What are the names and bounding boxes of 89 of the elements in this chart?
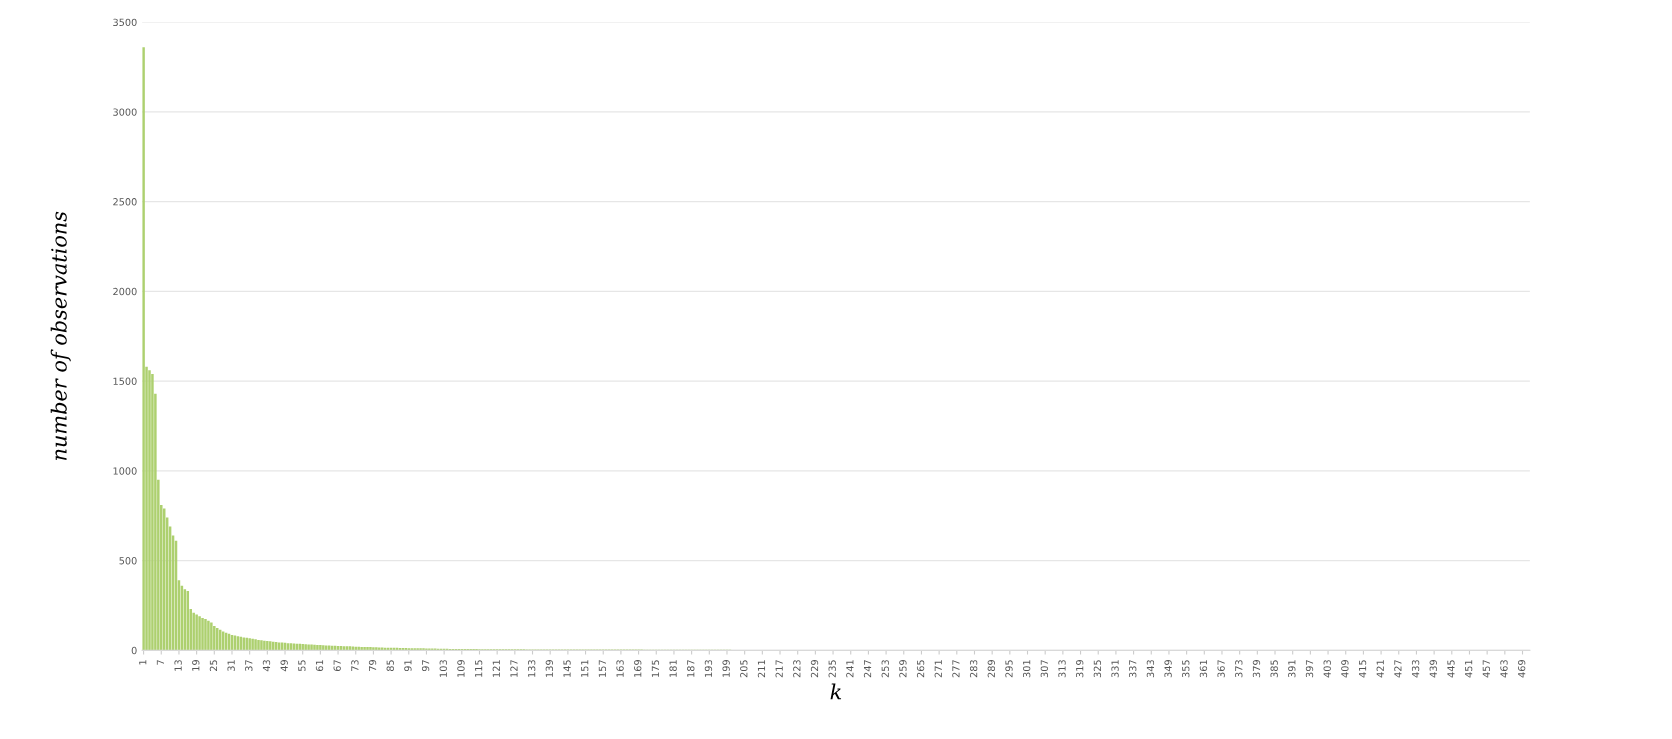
x-tick-label: 181 <box>669 660 677 677</box>
x-tick-label: 211 <box>757 660 766 678</box>
x-tick-label: 445 <box>1447 660 1455 678</box>
x-tick-label: 43 <box>262 660 271 672</box>
x-tick-label: 229 <box>810 660 819 678</box>
x-tick-label: 115 <box>475 660 483 677</box>
x-tick-label: 79 <box>368 660 377 671</box>
x-tick-label: 451 <box>1465 660 1473 678</box>
x-tick-label: 409 <box>1341 660 1349 678</box>
x-tick-label: 1 <box>139 660 147 665</box>
x-tick-label: 427 <box>1394 660 1402 678</box>
x-tick-label: 205 <box>740 660 748 678</box>
x-tick-label: 241 <box>846 660 854 678</box>
x-tick-label: 55 <box>298 660 306 671</box>
x-tick-label: 7 <box>156 660 164 665</box>
x-tick-label: 283 <box>969 660 978 678</box>
x-tick-label: 73 <box>351 660 359 671</box>
x-tick-label: 415 <box>1359 660 1367 678</box>
x-tick-label: 121 <box>492 660 500 677</box>
x-tick-label: 349 <box>1164 660 1172 678</box>
y-axis-title: number of observations <box>50 211 71 460</box>
y-tick-label: 500 <box>119 557 137 565</box>
x-tick-label: 13 <box>174 660 182 671</box>
y-tick-label: 2000 <box>113 287 137 296</box>
x-tick-label: 31 <box>227 660 235 671</box>
x-tick-label: 223 <box>793 660 801 678</box>
x-tick-label: 67 <box>333 660 341 672</box>
y-tick-label: 3000 <box>113 108 137 116</box>
x-tick-label: 259 <box>899 660 907 678</box>
x-axis-title: k <box>830 683 842 700</box>
y-tick-label: 0 <box>131 646 137 655</box>
x-tick-label: 217 <box>775 660 783 678</box>
x-tick-label: 127 <box>510 660 518 677</box>
x-tick-label: 319 <box>1076 660 1084 678</box>
x-tick-label: 457 <box>1482 660 1490 678</box>
y-tick-label: 2500 <box>113 198 137 206</box>
x-tick-label: 199 <box>722 660 730 677</box>
y-tick-label: 1500 <box>113 377 137 385</box>
x-tick-label: 247 <box>863 660 872 678</box>
x-tick-label: 307 <box>1040 660 1049 678</box>
x-tick-label: 25 <box>209 660 218 672</box>
x-tick-label: 463 <box>1500 660 1508 678</box>
x-tick-label: 139 <box>545 660 554 677</box>
x-tick-label: 295 <box>1005 660 1013 678</box>
x-tick-label: 49 <box>280 660 288 672</box>
x-tick-label: 175 <box>651 660 660 677</box>
x-tick-label: 187 <box>687 660 695 677</box>
x-tick-label: 37 <box>245 660 253 671</box>
x-tick-label: 355 <box>1182 660 1190 678</box>
x-tick-label: 193 <box>704 660 713 677</box>
x-tick-label: 361 <box>1199 660 1208 678</box>
x-tick-label: 385 <box>1270 660 1278 678</box>
x-tick-label: 157 <box>598 660 607 677</box>
x-tick-label: 433 <box>1411 660 1420 678</box>
x-tick-label: 85 <box>386 660 394 672</box>
x-tick-label: 133 <box>527 660 536 677</box>
x-tick-label: 145 <box>563 660 571 677</box>
x-tick-label: 235 <box>828 660 836 678</box>
x-tick-label: 253 <box>881 660 889 678</box>
x-tick-label: 367 <box>1217 660 1225 678</box>
x-tick-label: 265 <box>916 660 925 678</box>
x-tick-label: 109 <box>457 660 465 677</box>
x-tick-label: 397 <box>1305 660 1314 678</box>
x-tick-label: 373 <box>1235 660 1243 678</box>
y-tick-label: 3500 <box>113 18 137 26</box>
x-tick-label: 151 <box>581 660 589 677</box>
x-tick-label: 169 <box>634 660 642 677</box>
x-tick-label: 343 <box>1146 660 1155 678</box>
x-tick-label: 313 <box>1058 660 1066 678</box>
x-tick-label: 19 <box>192 660 200 671</box>
x-tick-label: 97 <box>421 660 430 672</box>
x-tick-label: 271 <box>934 660 942 678</box>
x-tick-label: 391 <box>1288 660 1296 678</box>
y-tick-label: 1000 <box>113 467 137 475</box>
x-tick-label: 469 <box>1517 660 1526 678</box>
x-tick-label: 379 <box>1252 660 1261 678</box>
x-tick-label: 331 <box>1111 660 1119 678</box>
x-tick-label: 277 <box>952 660 960 678</box>
x-tick-label: 289 <box>987 660 995 678</box>
x-tick-label: 163 <box>616 660 624 677</box>
x-tick-label: 61 <box>315 660 324 672</box>
x-tick-label: 337 <box>1129 660 1137 678</box>
x-tick-label: 439 <box>1429 660 1437 678</box>
x-tick-label: 103 <box>439 660 447 677</box>
x-tick-label: 91 <box>404 660 412 672</box>
x-tick-label: 403 <box>1323 660 1331 678</box>
x-tick-label: 325 <box>1093 660 1102 678</box>
x-tick-label: 301 <box>1022 660 1031 678</box>
x-tick-label: 421 <box>1376 660 1384 678</box>
